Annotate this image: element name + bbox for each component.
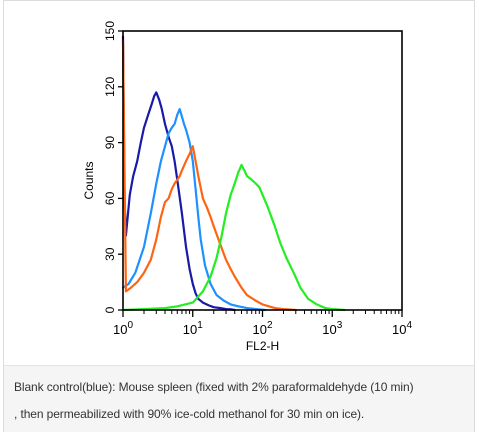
y-tick-label: 120 — [103, 76, 117, 96]
x-tick-label: 102 — [252, 320, 272, 337]
y-tick-label: 0 — [103, 306, 117, 313]
y-tick-label: 60 — [103, 191, 117, 205]
caption-line-1: Blank control(blue): Mouse spleen (fixed… — [14, 380, 414, 394]
histogram-series-3 — [121, 163, 346, 312]
caption-line-2: , then permeabilized with 90% ice-cold m… — [14, 407, 365, 421]
x-tick-label: 101 — [183, 320, 203, 337]
flow-histogram-chart: 0 30 60 90 120 150 100 101 102 103 104 FL2-H Counts — [82, 21, 412, 353]
histogram-series-1 — [121, 107, 267, 312]
y-tick-label: 30 — [103, 247, 117, 261]
x-tick-label: 103 — [322, 320, 342, 337]
x-axis-label: FL2-H — [246, 339, 279, 353]
y-axis-label: Counts — [82, 161, 96, 199]
x-tick-label: 104 — [392, 320, 412, 337]
y-tick-label: 150 — [103, 21, 117, 41]
histogram-series-2 — [121, 39, 297, 312]
histogram-panel: 0 30 60 90 120 150 100 101 102 103 104 FL2-H Counts — [69, 13, 421, 358]
plot-frame — [122, 30, 403, 311]
figure-frame: 0 30 60 90 120 150 100 101 102 103 104 FL2-H Counts … — [3, 0, 475, 432]
x-tick-label: 100 — [113, 320, 133, 337]
y-tick-label: 90 — [103, 136, 117, 150]
histogram-series-0 — [121, 35, 236, 312]
figure-caption: Blank control(blue): Mouse spleen (fixed… — [4, 365, 474, 432]
